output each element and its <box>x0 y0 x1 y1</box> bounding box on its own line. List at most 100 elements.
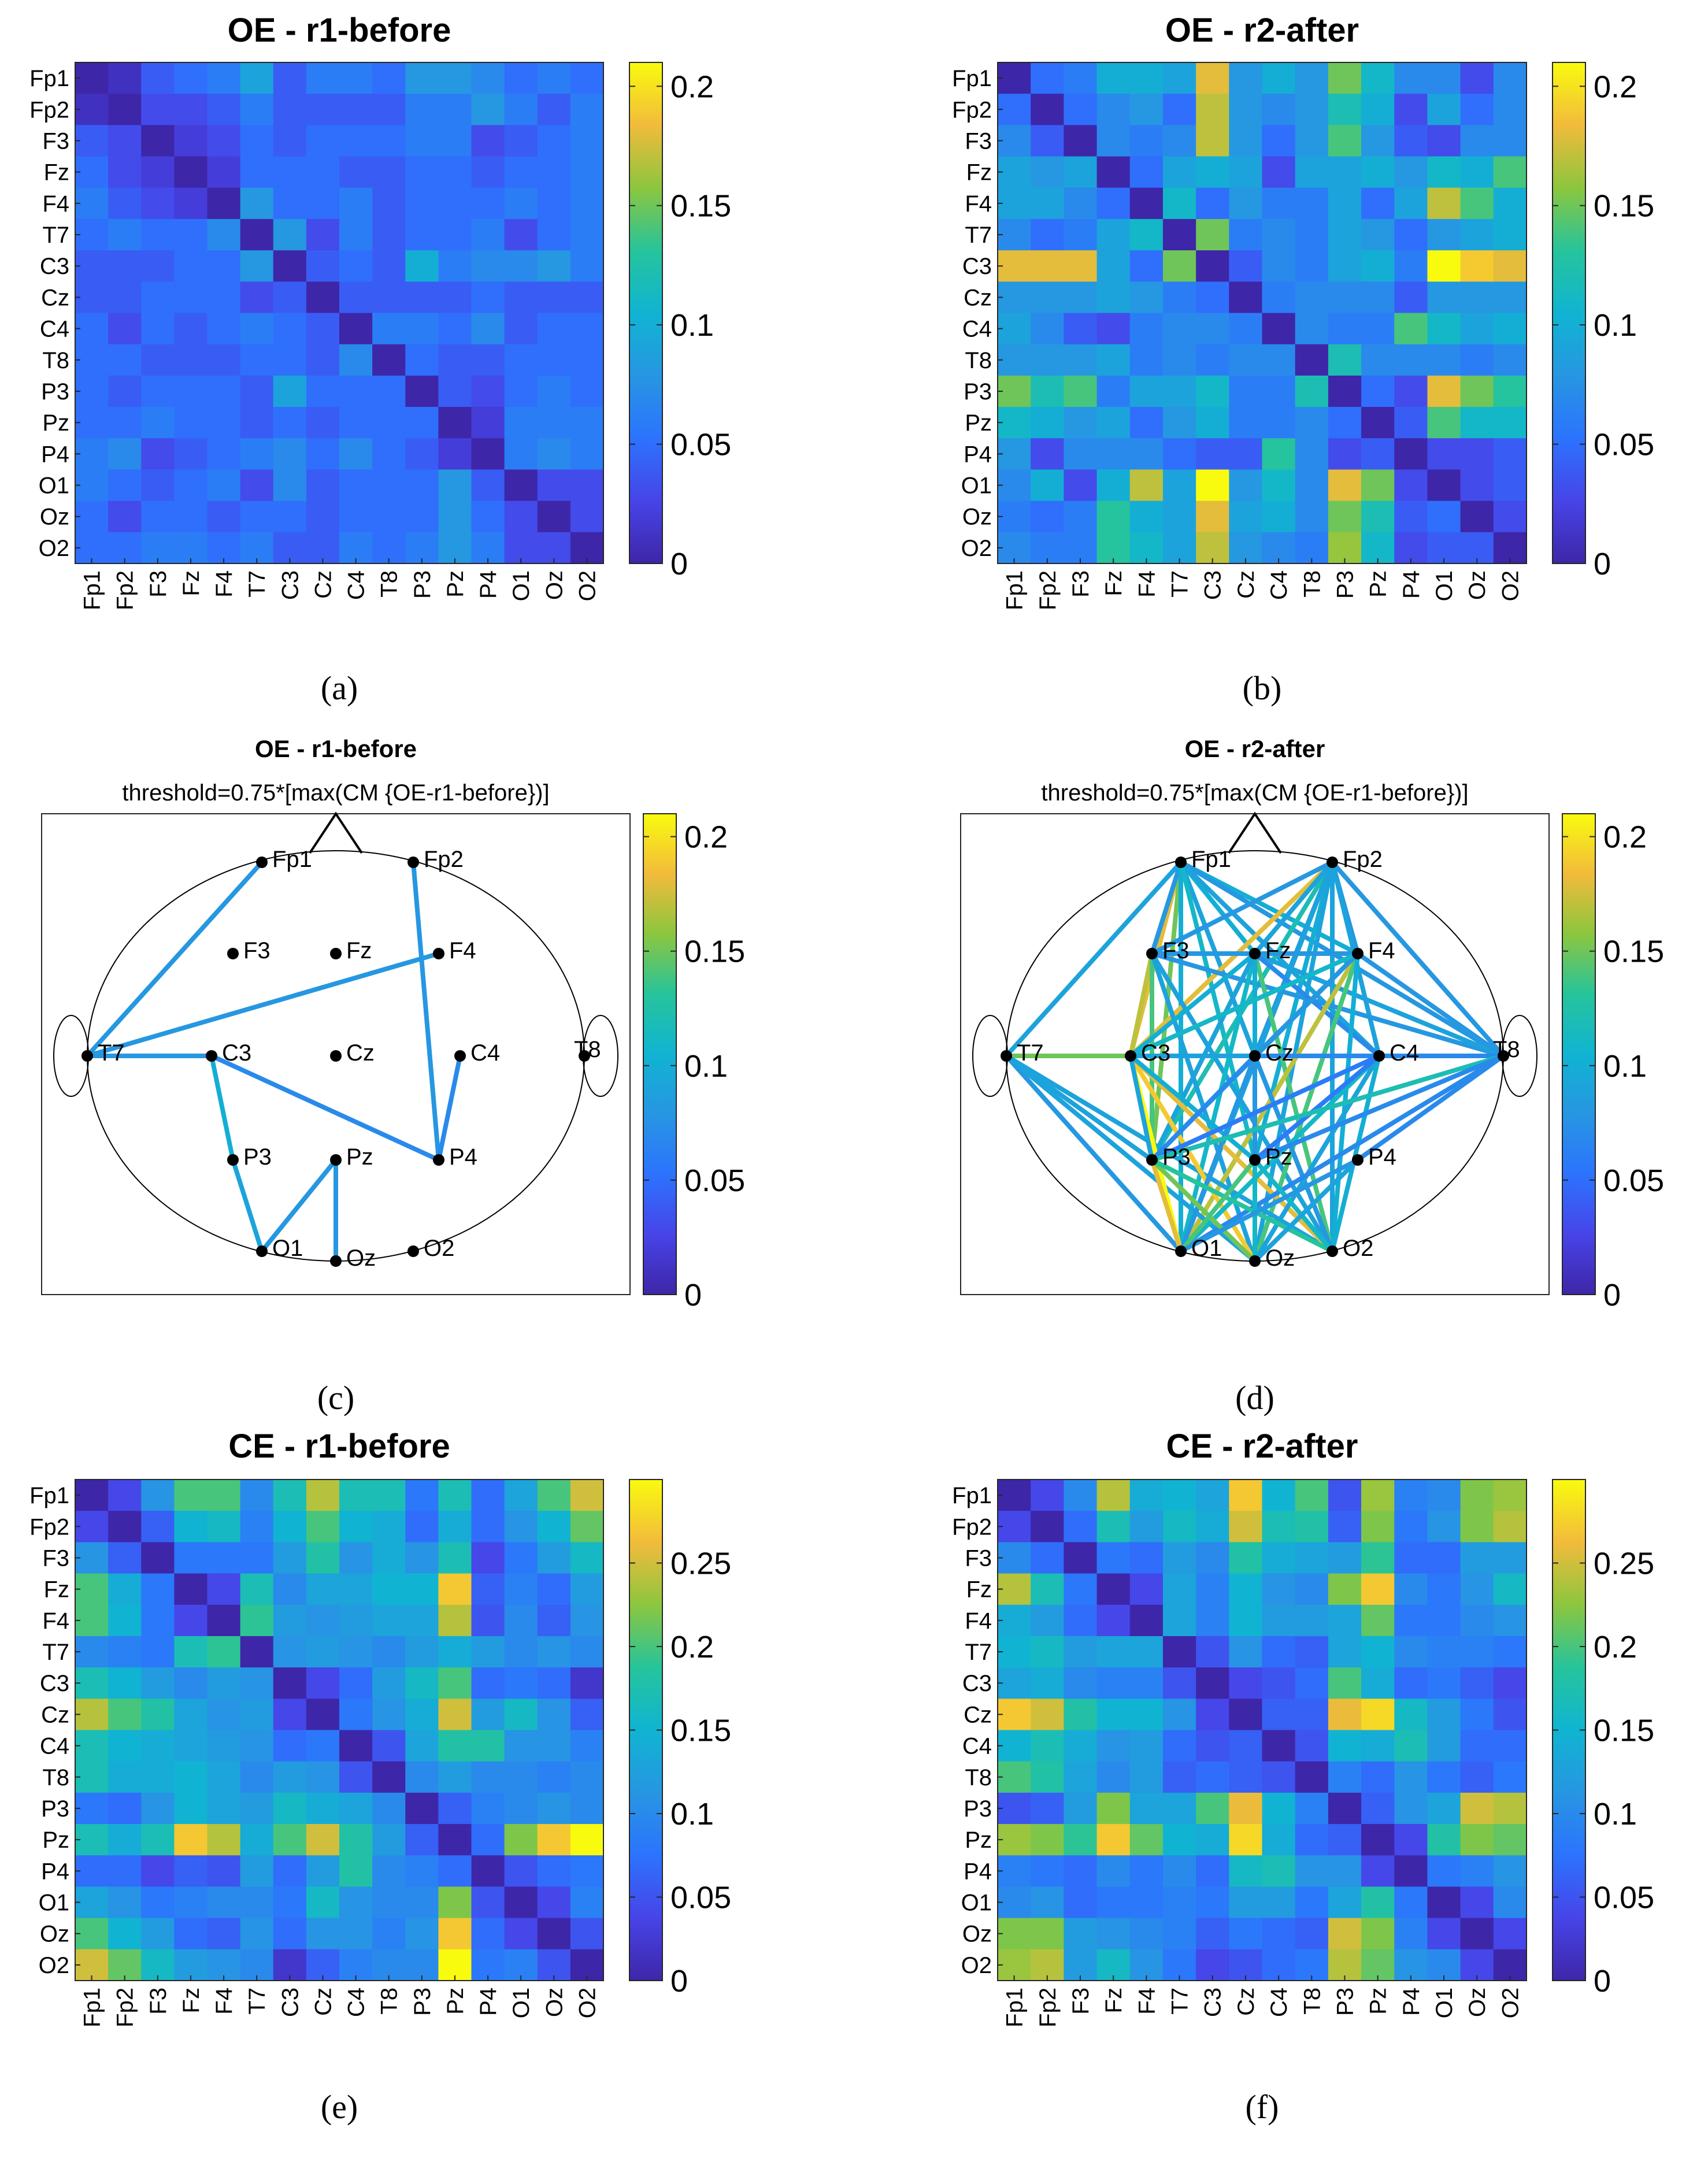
heatmap-cell-Pz-C4 <box>1262 407 1296 439</box>
x-tick-label: O2 <box>1498 1988 1523 2018</box>
heatmap-cell-P3-F3 <box>1064 375 1098 407</box>
heatmap-cell-T7-F4 <box>207 1636 241 1668</box>
edge-T8-Pz <box>1253 1054 1506 1162</box>
heatmap-cell-T8-Cz <box>1229 1761 1263 1793</box>
heatmap-cell-T7-Pz <box>438 1636 472 1668</box>
heatmap-cell-F3-Fp2 <box>108 1542 142 1574</box>
heatmap-cell-F4-Pz <box>1361 187 1395 220</box>
electrode-Fz <box>330 948 342 959</box>
edge-Fp1-P3 <box>1150 860 1183 1162</box>
y-tick-label: P4 <box>41 442 69 467</box>
heatmap-cell-T8-P4 <box>1394 1761 1428 1793</box>
heatmap-cell-C3-Oz <box>1460 1667 1494 1699</box>
heatmap-cell-Cz-Fp1 <box>75 1699 109 1731</box>
heatmap-cell-F4-Cz <box>1229 1604 1263 1637</box>
panel-a: OE - r1-beforeFp1Fp1Fp2Fp2F3F3FzFzF4F4T7… <box>29 12 731 707</box>
x-tick-label: O2 <box>575 1988 600 2018</box>
edge-F4-C3 <box>1128 951 1360 1058</box>
heatmap-cell-Fp2-Fp1 <box>75 1511 109 1543</box>
heatmap-cell-F4-O1 <box>504 187 538 220</box>
heatmap-cell-T7-C3 <box>1196 218 1229 251</box>
heatmap-cell-Fp2-T8 <box>1295 1511 1329 1543</box>
heatmap-cell-Cz-C4 <box>1262 281 1296 314</box>
heatmap-cell-Fz-P3 <box>405 1573 439 1606</box>
heatmap-cell-Fp2-P4 <box>1394 94 1428 125</box>
heatmap-cell-T7-T7 <box>240 218 274 251</box>
heatmap-cell-Fp2-Oz <box>537 94 571 125</box>
colorbar-tick-label: 0.05 <box>1603 1163 1664 1198</box>
y-tick-label: O1 <box>961 1890 992 1916</box>
heatmap-cell-F3-Cz <box>1229 125 1263 157</box>
heatmap-cell-P4-Fp1 <box>75 438 109 470</box>
heatmap-cell-P4-P4 <box>471 438 505 470</box>
heatmap-cell-P3-Pz <box>1361 375 1395 407</box>
x-tick-label: Cz <box>1233 1988 1259 2016</box>
y-tick-label: C4 <box>962 1734 992 1759</box>
heatmap-cell-Oz-Fz <box>1096 500 1131 533</box>
heatmap-cell-Fz-C3 <box>273 1573 307 1606</box>
heatmap-cell-P3-F3 <box>141 375 175 407</box>
heatmap-cell-Fp2-T7 <box>1162 1511 1196 1543</box>
heatmap-cell-O1-Fp1 <box>998 1886 1031 1919</box>
heatmap-cell-Pz-C3 <box>273 1824 307 1856</box>
heatmap-cell-O1-T8 <box>1295 1886 1329 1919</box>
x-tick-label: Fp1 <box>80 570 105 610</box>
colorbar-tick-label: 0 <box>1603 1278 1621 1312</box>
heatmap-cell-Fp2-Fp1 <box>998 94 1031 125</box>
heatmap-cell-Pz-O1 <box>504 1824 538 1856</box>
heatmap-cell-T7-C3 <box>273 218 307 251</box>
heatmap-cell-F4-Oz <box>537 1604 571 1637</box>
panel-c: OE - r1-before threshold=0.75*[max(CM {OE… <box>41 735 745 1417</box>
heatmap-cell-Fz-P4 <box>471 156 505 188</box>
heatmap-cell-F4-Fp2 <box>1031 187 1064 220</box>
heatmap-cell-Fp2-F4 <box>1129 94 1164 125</box>
colorbar-tick-label: 0.05 <box>1594 1881 1654 1915</box>
heatmap-cell-C4-Fp2 <box>108 313 142 345</box>
heatmap-cell-T8-F4 <box>207 1761 241 1793</box>
edge-Fp1-T7 <box>85 860 264 1058</box>
heatmap-cell-T8-F4 <box>1129 1761 1164 1793</box>
heatmap-cell-C4-Cz <box>306 313 340 345</box>
heatmap-cell-Pz-P4 <box>1394 407 1428 439</box>
heatmap-cell-C3-Fz <box>1096 250 1131 282</box>
heatmap-cell-T7-Fp2 <box>1031 1636 1064 1668</box>
heatmap-cell-Oz-F4 <box>207 500 241 533</box>
heatmap-cell-Oz-Fz <box>174 500 208 533</box>
panel-caption: (d) <box>1235 1379 1274 1417</box>
panel-b: OE - r2-after Fp1 Fp1 Fp2 Fp2 F3 F3 Fz Fz F4 F4 T7 T… <box>952 12 1654 707</box>
heatmap-cell-Cz-T8 <box>372 1699 406 1731</box>
heatmap-cell-Fp1-T8 <box>372 1480 406 1511</box>
heatmap-cell-T7-T8 <box>372 1636 406 1668</box>
heatmap-cell-F4-P4 <box>471 187 505 220</box>
heatmap-cell-C4-P3 <box>405 313 439 345</box>
heatmap-cell-F3-C3 <box>1196 1542 1229 1574</box>
x-tick-label: P4 <box>1399 1988 1424 2016</box>
heatmap-cell-P3-T8 <box>1295 1792 1329 1825</box>
heatmap-cell-Fp2-Fz <box>174 1511 208 1543</box>
heatmap-cell-P4-O1 <box>1427 438 1461 470</box>
heatmap-cell-T7-Fp1 <box>998 1636 1031 1668</box>
heatmap-cell-P4-T8 <box>372 1855 406 1888</box>
x-tick-label: C3 <box>277 570 303 600</box>
heatmap-cell-C4-C4 <box>339 313 373 345</box>
x-tick-label: Fp2 <box>113 1988 138 2027</box>
electrode-label: P3 <box>1162 1144 1191 1170</box>
heatmap-cell-C3-C3 <box>273 250 307 282</box>
heatmap-cell-Oz-T7 <box>1162 500 1196 533</box>
heatmap-cell-T8-Fz <box>174 1761 208 1793</box>
heatmap-cell-O1-T8 <box>1295 469 1329 502</box>
heatmap-cell-Fp2-F4 <box>1129 1511 1164 1543</box>
heatmap-cell-Fp1-O2 <box>1493 1480 1527 1511</box>
heatmap-cell-C4-Oz <box>537 313 571 345</box>
heatmap-cell-F3-Fz <box>1096 1542 1131 1574</box>
colorbar-tick-label: 0.15 <box>1603 935 1664 969</box>
y-tick-label: O1 <box>39 473 69 499</box>
heatmap-cell-C4-O2 <box>1493 1730 1527 1762</box>
y-tick-label: Fp1 <box>952 66 992 91</box>
heatmap-frame <box>997 1479 1527 1981</box>
heatmap-cell-C4-O1 <box>504 313 538 345</box>
heatmap-cell-Oz-C4 <box>339 500 373 533</box>
x-tick-label: O2 <box>1498 570 1523 601</box>
heatmap-cell-O1-P3 <box>1328 1886 1362 1919</box>
heatmap-cell-T8-C3 <box>1196 344 1229 376</box>
